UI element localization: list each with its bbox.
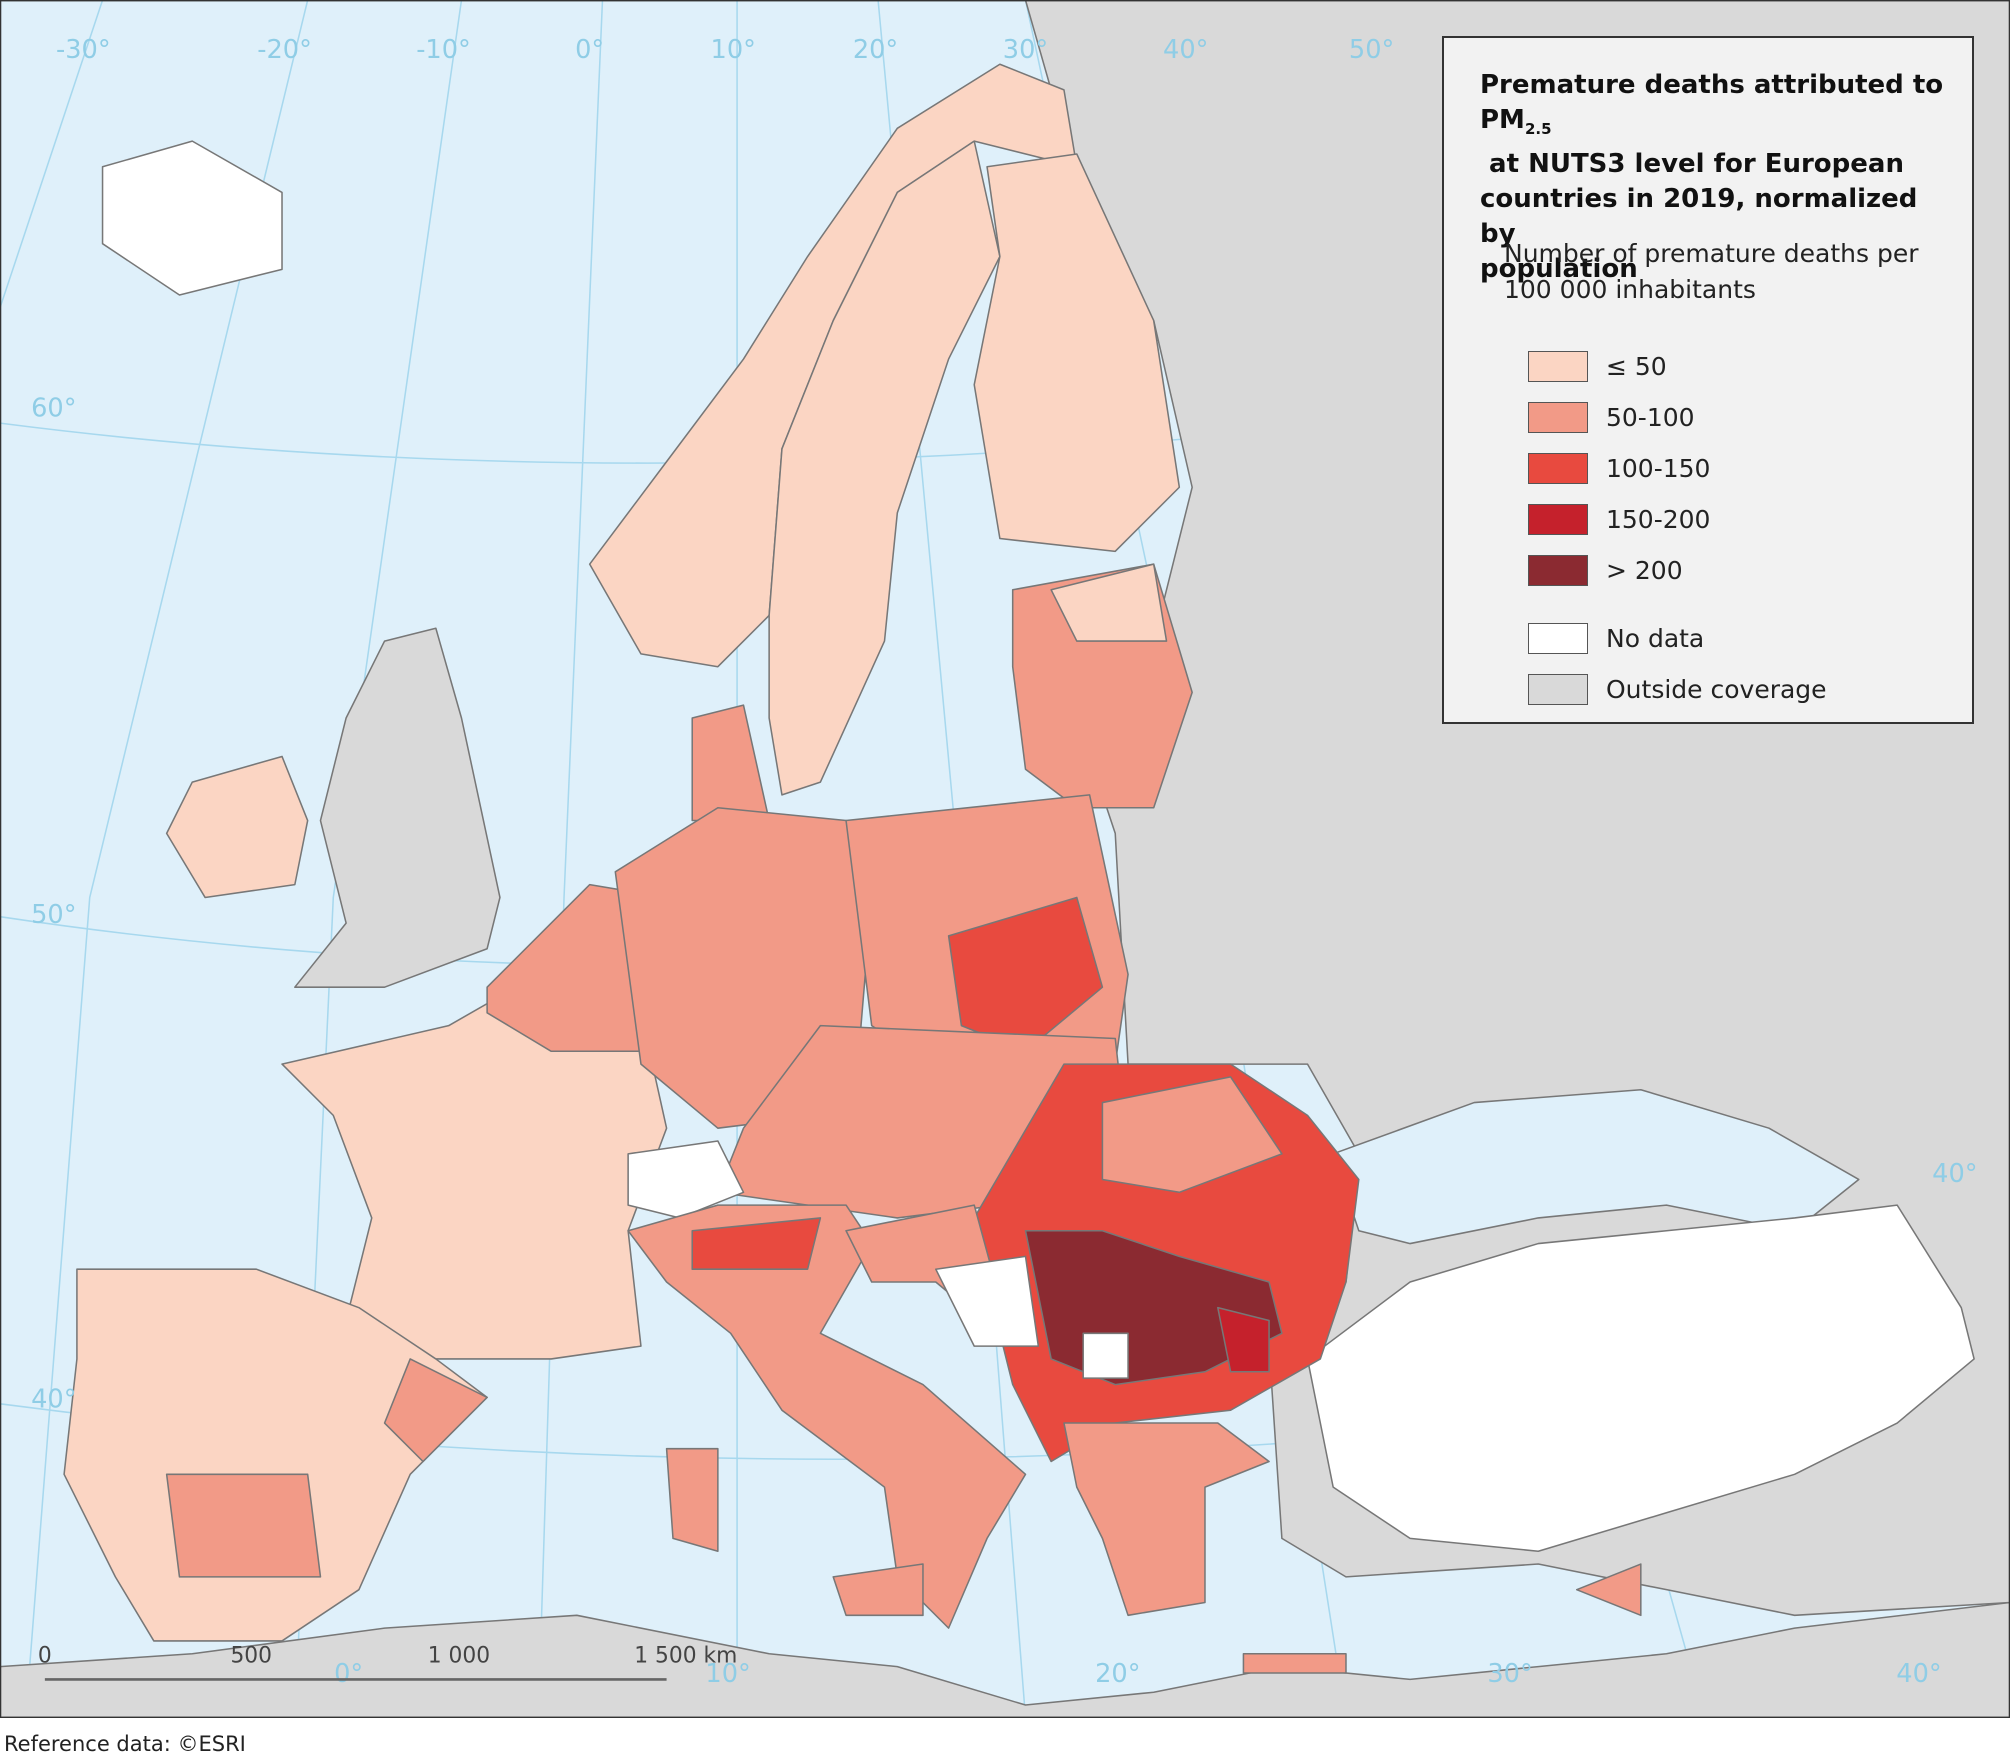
region xyxy=(63,1268,488,1642)
legend-label: Outside coverage xyxy=(1606,675,1827,704)
graticule-label: -30° xyxy=(56,35,111,65)
region xyxy=(1050,563,1168,642)
graticule-label: 40° xyxy=(1932,1159,1977,1189)
region xyxy=(588,63,1078,668)
legend-swatch xyxy=(1528,351,1588,382)
graticule-line xyxy=(24,0,309,1718)
legend-label: ≤ 50 xyxy=(1606,352,1667,381)
scale-label: 500 xyxy=(230,1644,272,1669)
title-text: Premature deaths attributed to xyxy=(1480,70,1944,100)
graticule-label: 30° xyxy=(1003,35,1048,65)
legend-label: > 200 xyxy=(1606,556,1683,585)
graticule-label: 30° xyxy=(1487,1659,1532,1689)
scale-label: 0 xyxy=(38,1644,52,1669)
legend-swatch xyxy=(1528,453,1588,484)
region xyxy=(1063,1422,1270,1617)
region xyxy=(973,153,1181,553)
region xyxy=(1575,1563,1642,1617)
graticule-label: 20° xyxy=(853,35,898,65)
region xyxy=(383,1358,488,1463)
graticule-label: 50° xyxy=(31,900,76,930)
legend-swatch xyxy=(1528,555,1588,586)
region xyxy=(1082,1332,1129,1379)
region xyxy=(768,140,1001,796)
title-text: PM xyxy=(1480,105,1525,135)
region xyxy=(1217,1306,1270,1373)
region xyxy=(935,1255,1040,1347)
title-subscript: 2.5 xyxy=(1524,120,1552,139)
legend-label: 150-200 xyxy=(1606,505,1711,534)
region xyxy=(1306,1204,1975,1552)
graticule-label: -10° xyxy=(416,35,471,65)
legend-swatch xyxy=(1528,623,1588,654)
graticule-label: 40° xyxy=(1896,1659,1941,1689)
graticule-line xyxy=(0,0,104,309)
title-text: countries in 2019, normalized by xyxy=(1480,184,1918,250)
graticule-line xyxy=(537,0,604,1718)
graticule-label: -20° xyxy=(257,35,312,65)
frame xyxy=(0,0,2010,1718)
region xyxy=(294,627,501,988)
footer: Reference data: ©ESRI xyxy=(4,1732,246,1756)
region xyxy=(165,755,309,899)
legend-label: No data xyxy=(1606,624,1705,653)
region xyxy=(691,1217,822,1270)
region xyxy=(165,1473,322,1578)
legend-label: 50-100 xyxy=(1606,403,1695,432)
legend-swatch xyxy=(1528,402,1588,433)
legend: Premature deaths attributed to PM2.5 at … xyxy=(1442,36,1974,724)
region xyxy=(832,1563,924,1617)
graticule-label: 60° xyxy=(31,394,76,424)
graticule-label: 0° xyxy=(334,1659,363,1689)
region xyxy=(665,1447,719,1552)
graticule-label: 20° xyxy=(1095,1659,1140,1689)
graticule-label: 50° xyxy=(1349,35,1394,65)
legend-swatch xyxy=(1528,504,1588,535)
graticule-label: 40° xyxy=(1163,35,1208,65)
scale-label: 1 500 km xyxy=(634,1644,737,1669)
region xyxy=(101,140,283,296)
graticule-label: 0° xyxy=(575,35,604,65)
legend-label: 100-150 xyxy=(1606,454,1711,483)
region xyxy=(1242,1653,1347,1674)
region xyxy=(627,1140,745,1219)
graticule-label: 10° xyxy=(711,35,756,65)
graticule-labels: -30° -20° -10° 0° 10° 20° 30° 40° 50° 60° 50° 40° 0°… xyxy=(31,35,1977,1689)
region xyxy=(947,896,1104,1053)
graticule-label: 40° xyxy=(31,1385,76,1415)
title-text: population xyxy=(1480,254,1638,285)
region xyxy=(627,1204,1027,1629)
region xyxy=(1101,1076,1283,1194)
legend-title: Premature deaths attributed to PM2.5 at … xyxy=(1480,68,1960,287)
legend-subtitle: Number of premature deaths per 100 000 i… xyxy=(1504,239,1919,304)
graticule-label: 10° xyxy=(705,1659,750,1689)
title-text: at NUTS3 level for European xyxy=(1480,149,1904,180)
legend-swatch xyxy=(1528,674,1588,705)
scale-label: 1 000 xyxy=(428,1644,490,1669)
